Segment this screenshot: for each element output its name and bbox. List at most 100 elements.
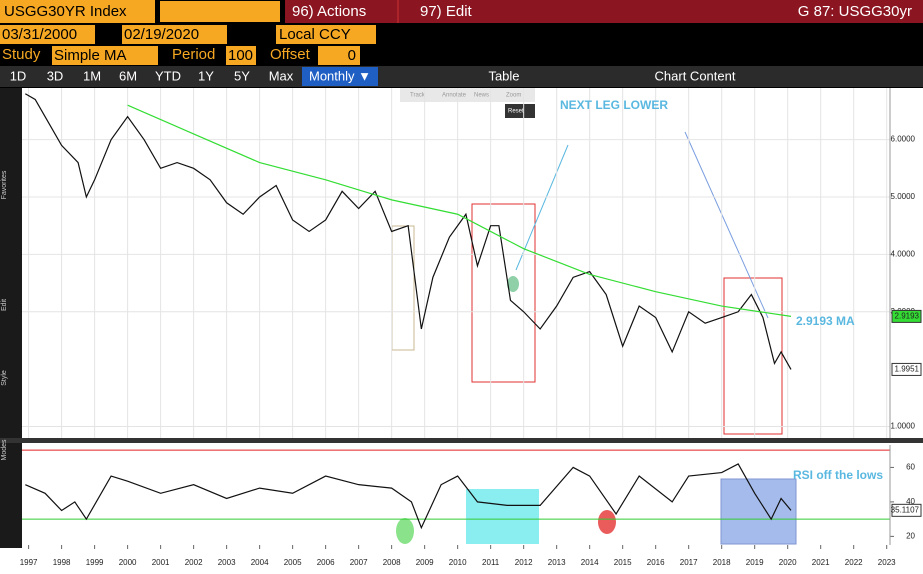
button[interactable] bbox=[460, 67, 548, 86]
box bbox=[723, 277, 783, 435]
x-tick-label: 2020 bbox=[779, 558, 797, 567]
last-value-badge bbox=[891, 309, 922, 323]
box bbox=[466, 489, 539, 544]
last-value-label: 1.9951 bbox=[895, 365, 920, 374]
arrow bbox=[684, 131, 769, 319]
mini-tool: Annotate bbox=[442, 93, 467, 99]
edit-menu[interactable]: 97) Edit bbox=[420, 3, 473, 20]
x-tick-label: 2000 bbox=[119, 558, 137, 567]
x-tick-label: 2006 bbox=[317, 558, 335, 567]
box bbox=[720, 478, 797, 545]
period: 100 bbox=[228, 47, 253, 64]
x-tick-label: 2013 bbox=[548, 558, 566, 567]
start-field[interactable] bbox=[0, 25, 95, 44]
period-field[interactable] bbox=[226, 46, 256, 65]
x-tick-label: 2001 bbox=[152, 558, 170, 567]
ticker-field[interactable] bbox=[0, 0, 155, 23]
offset: 0 bbox=[348, 47, 356, 64]
button[interactable] bbox=[114, 67, 142, 86]
page-id: G 87: USGG30yr bbox=[798, 3, 912, 20]
last-value-label: 2.9193 bbox=[895, 312, 920, 321]
period-label: Period bbox=[172, 46, 215, 63]
ticker-nav[interactable] bbox=[160, 1, 280, 22]
study-field[interactable] bbox=[52, 46, 158, 65]
ccy-field[interactable] bbox=[276, 25, 376, 44]
y-tick-label: 40 bbox=[906, 497, 915, 506]
y-tick-label: 6.0000 bbox=[891, 135, 916, 144]
button-label: Table bbox=[488, 68, 519, 83]
currency: Local CCY bbox=[279, 26, 351, 43]
x-tick-label: 2019 bbox=[746, 558, 764, 567]
side-label: Favorites bbox=[1, 170, 8, 199]
button[interactable] bbox=[78, 67, 106, 86]
last-value-label: 35.1107 bbox=[891, 505, 920, 514]
side-label: Style bbox=[1, 370, 8, 386]
reset-button[interactable] bbox=[505, 104, 535, 118]
mini-tool: Zoom bbox=[506, 93, 521, 99]
x-tick-label: 2014 bbox=[581, 558, 599, 567]
highlight bbox=[396, 518, 414, 544]
study-name: Simple MA bbox=[54, 47, 127, 64]
button-label: 6M bbox=[119, 68, 137, 83]
x-tick-label: 1997 bbox=[20, 558, 38, 567]
end-field[interactable] bbox=[122, 25, 227, 44]
side-label: Edit bbox=[1, 299, 8, 311]
button[interactable] bbox=[150, 67, 186, 86]
button[interactable] bbox=[228, 67, 256, 86]
button-label: YTD bbox=[155, 68, 181, 83]
offset-label: Offset bbox=[270, 46, 311, 63]
button[interactable] bbox=[40, 67, 70, 86]
mini-toolbar bbox=[400, 88, 535, 102]
button[interactable] bbox=[192, 67, 220, 86]
y-tick-label: 20 bbox=[906, 531, 915, 540]
mini-tool: Track bbox=[410, 93, 426, 99]
annotation: NEXT LEG LOWER bbox=[560, 98, 668, 112]
button-label: 1M bbox=[83, 68, 101, 83]
mini-tool: Reset bbox=[508, 109, 524, 115]
series-line bbox=[25, 463, 792, 530]
button-label: Chart Content bbox=[655, 68, 736, 83]
x-tick-label: 2002 bbox=[185, 558, 203, 567]
button[interactable] bbox=[4, 67, 32, 86]
last-value-badge bbox=[891, 503, 922, 517]
x-tick-label: 2004 bbox=[251, 558, 269, 567]
button-label: 3D bbox=[47, 68, 64, 83]
annotation: 2.9193 MA bbox=[796, 314, 855, 328]
offset-field[interactable] bbox=[318, 46, 360, 65]
ticker: USGG30YR Index bbox=[4, 3, 127, 20]
x-tick-label: 2008 bbox=[383, 558, 401, 567]
x-tick-label: 2023 bbox=[878, 558, 896, 567]
side-bar bbox=[0, 88, 22, 548]
button[interactable] bbox=[302, 67, 378, 86]
button-label: Monthly ▼ bbox=[309, 68, 371, 83]
y-tick-label: 5.0000 bbox=[891, 192, 916, 201]
panel-divider bbox=[0, 438, 923, 443]
x-tick-label: 2017 bbox=[680, 558, 698, 567]
y-tick-label: 1.0000 bbox=[891, 422, 916, 431]
x-tick-label: 2015 bbox=[614, 558, 632, 567]
x-tick-label: 1998 bbox=[53, 558, 71, 567]
annotation: RSI off the lows bbox=[793, 468, 883, 482]
y-tick-label: 60 bbox=[906, 463, 915, 472]
button[interactable] bbox=[640, 67, 750, 86]
x-tick-label: 1999 bbox=[86, 558, 104, 567]
y-tick-label: 4.0000 bbox=[891, 250, 916, 259]
button-label: 1Y bbox=[198, 68, 214, 83]
study-label: Study bbox=[2, 46, 41, 63]
button-label: 5Y bbox=[234, 68, 250, 83]
series-line bbox=[24, 93, 792, 370]
series-line bbox=[127, 104, 792, 317]
button-label: 1D bbox=[10, 68, 27, 83]
x-tick-label: 2022 bbox=[845, 558, 863, 567]
x-tick-label: 2005 bbox=[284, 558, 302, 567]
mini-tool: News bbox=[474, 93, 489, 99]
actions-menu[interactable]: 96) Actions bbox=[292, 3, 366, 20]
x-tick-label: 2012 bbox=[515, 558, 533, 567]
start-date: 03/31/2000 bbox=[2, 26, 77, 43]
x-tick-label: 2016 bbox=[647, 558, 665, 567]
highlight bbox=[598, 510, 616, 534]
x-tick-label: 2010 bbox=[449, 558, 467, 567]
button[interactable] bbox=[264, 67, 298, 86]
x-tick-label: 2021 bbox=[812, 558, 830, 567]
